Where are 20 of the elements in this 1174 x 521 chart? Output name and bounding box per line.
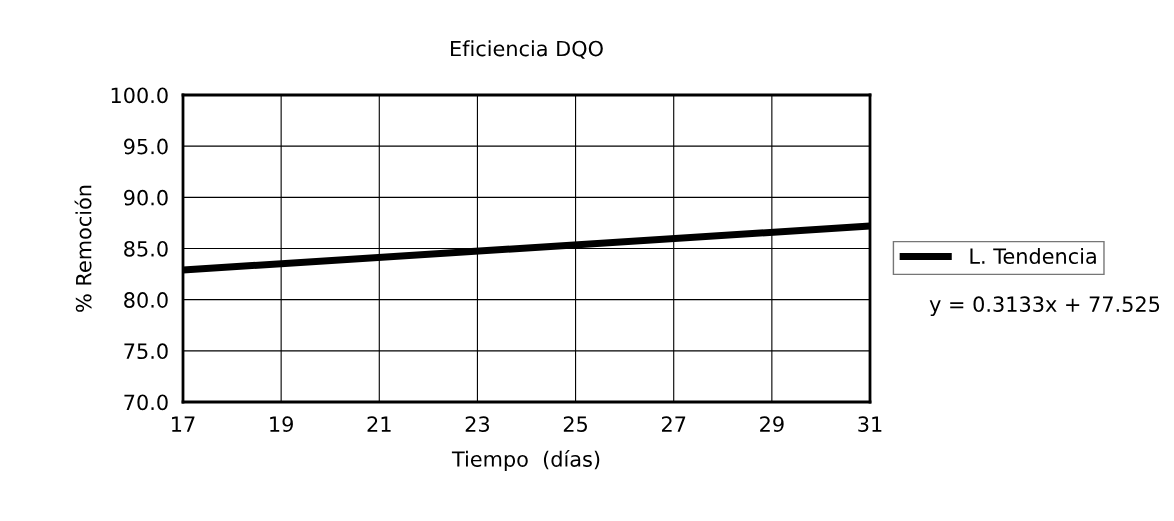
chart-title: Eficiencia DQO [451,40,603,59]
y-tick-label: 80.0 [124,292,168,308]
x-tick-label: 25 [563,416,588,433]
x-tick-label: 31 [858,416,882,433]
legend-label: L. Tendencia [970,247,1096,265]
y-tick-label: 70.0 [124,394,168,411]
x-tick-label: 29 [760,416,784,433]
y-tick-label: 95.0 [124,138,168,155]
x-tick-label: 17 [172,416,195,432]
x-tick-label: 23 [465,416,490,433]
y-tick-label: 75.0 [124,343,168,360]
x-tick-label: 27 [661,416,686,432]
x-axis-title: Tiempo (días) [451,449,600,471]
x-tick-label: 21 [367,416,391,432]
y-tick-label: 90.0 [124,189,168,206]
text: y = 0.3133x + 77.525 [929,296,1160,317]
y-axis-title: % Remoción [74,185,92,312]
y-tick-label: 100.0 [111,87,168,104]
y-tick-label: 85.0 [124,240,168,257]
x-tick-label: 19 [270,416,293,433]
